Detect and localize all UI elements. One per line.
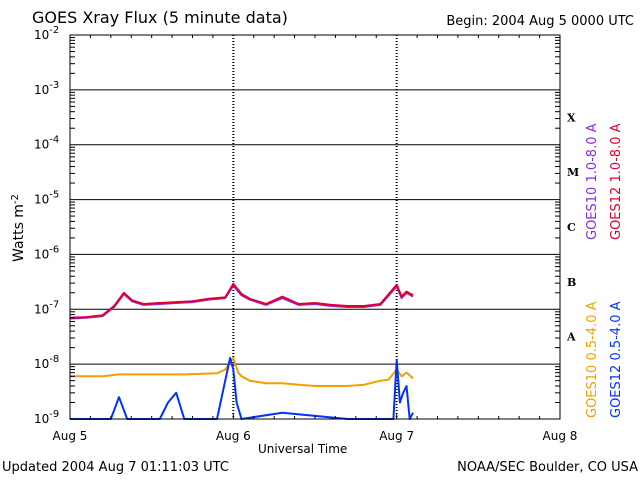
y-tick-label: 10-7: [34, 299, 59, 316]
flare-class-label: X: [567, 111, 576, 124]
x-axis-title: Universal Time: [258, 442, 348, 456]
x-tick-label: Aug 7: [379, 429, 414, 443]
updated-timestamp: Updated 2004 Aug 7 01:11:03 UTC: [2, 460, 229, 475]
y-tick-label: 10-5: [34, 190, 59, 207]
y-tick-label: 10-6: [34, 244, 59, 261]
series-line: [70, 356, 414, 420]
legend-entry: GOES10 0.5-4.0 A: [585, 301, 600, 418]
legend: GOES10 1.0-8.0 A GOES12 1.0-8.0 A GOES10 0…: [585, 123, 624, 418]
y-axis-ticks: 10-9 10-8 10-7 10-6 10-5 10-4 10-3 10-2: [34, 25, 59, 426]
plot-frame: [69, 34, 561, 420]
series-line: [69, 282, 414, 319]
series-line: [70, 356, 414, 387]
x-axis-ticks: Aug 5 Aug 6 Aug 7 Aug 8: [53, 35, 578, 443]
y-axis-title: Watts m-2: [10, 194, 28, 262]
legend-entry: GOES12 0.5-4.0 A: [609, 301, 624, 418]
x-tick-label: Aug 5: [53, 429, 88, 443]
x-tick-label: Aug 6: [216, 429, 251, 443]
grid: [70, 35, 560, 419]
y-tick-label: 10-8: [34, 354, 59, 371]
y-tick-label: 10-3: [34, 80, 59, 97]
flare-class-labels: X M C B A: [566, 111, 579, 343]
series-lines: [69, 282, 414, 420]
series-line: [69, 284, 414, 320]
y-tick-label: 10-2: [34, 25, 59, 42]
y-tick-label: 10-9: [34, 409, 59, 426]
flare-class-label: A: [566, 331, 576, 344]
legend-entry: GOES10 1.0-8.0 A: [585, 123, 600, 240]
begin-time: Begin: 2004 Aug 5 0000 UTC: [446, 14, 634, 29]
chart-title: GOES Xray Flux (5 minute data): [32, 8, 288, 27]
flare-class-label: C: [567, 221, 576, 234]
credit-text: NOAA/SEC Boulder, CO USA: [457, 460, 638, 475]
y-tick-label: 10-4: [34, 135, 59, 152]
x-tick-label: Aug 8: [543, 429, 578, 443]
flare-class-label: M: [567, 166, 579, 179]
flare-class-label: B: [567, 276, 576, 289]
legend-entry: GOES12 1.0-8.0 A: [609, 123, 624, 240]
plot-border: [69, 34, 561, 420]
